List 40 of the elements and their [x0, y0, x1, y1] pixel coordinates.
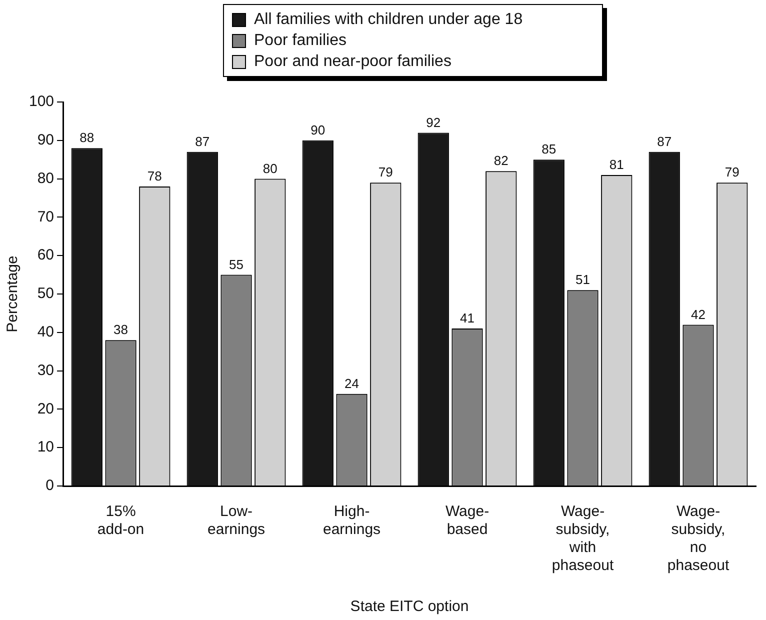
data-label: 38 — [114, 322, 128, 338]
y-tick-label: 70 — [37, 208, 54, 226]
data-label: 88 — [80, 130, 94, 146]
data-label: 92 — [426, 114, 441, 130]
y-tick-label: 10 — [37, 438, 54, 456]
data-label: 81 — [609, 157, 624, 172]
x-tick-label: Wage- subsidy, with phaseout — [552, 503, 614, 574]
data-label: 90 — [310, 122, 326, 138]
legend-label: All families with children under age 18 — [254, 10, 523, 28]
data-label: 79 — [378, 164, 393, 180]
x-tick-label: Low- earnings — [207, 503, 266, 538]
data-label: 24 — [344, 376, 359, 391]
x-tick-label: Wage- based — [445, 503, 490, 538]
data-label: 87 — [195, 134, 210, 149]
y-tick-label: 20 — [37, 400, 54, 418]
y-axis-title: Percentage — [4, 256, 22, 332]
y-tick-label: 0 — [46, 477, 54, 494]
x-tick-label: High- earnings — [322, 503, 381, 538]
y-tick-label: 60 — [37, 246, 54, 264]
x-tick-label: Wage- subsidy, no phaseout — [667, 503, 730, 574]
data-label: 41 — [460, 310, 474, 326]
y-tick-label: 50 — [37, 285, 54, 302]
data-label: 85 — [542, 142, 556, 157]
data-label: 42 — [691, 306, 706, 322]
legend-label: Poor families — [254, 32, 346, 50]
data-label: 82 — [494, 153, 508, 168]
data-label: 87 — [657, 134, 672, 149]
data-label: 51 — [576, 272, 590, 288]
x-axis-title: State EITC option — [350, 598, 469, 616]
y-tick-label: 40 — [37, 324, 54, 341]
data-label: 78 — [147, 168, 162, 184]
x-tick-label: 15% add-on — [97, 503, 144, 538]
y-tick-label: 100 — [28, 93, 54, 110]
data-label: 55 — [229, 256, 244, 272]
data-label: 79 — [724, 164, 740, 180]
data-label: 80 — [262, 160, 278, 176]
y-tick-label: 30 — [37, 362, 54, 379]
y-tick-label: 90 — [37, 132, 54, 149]
y-tick-label: 80 — [37, 170, 54, 187]
legend-label: Poor and near-poor families — [254, 52, 452, 70]
